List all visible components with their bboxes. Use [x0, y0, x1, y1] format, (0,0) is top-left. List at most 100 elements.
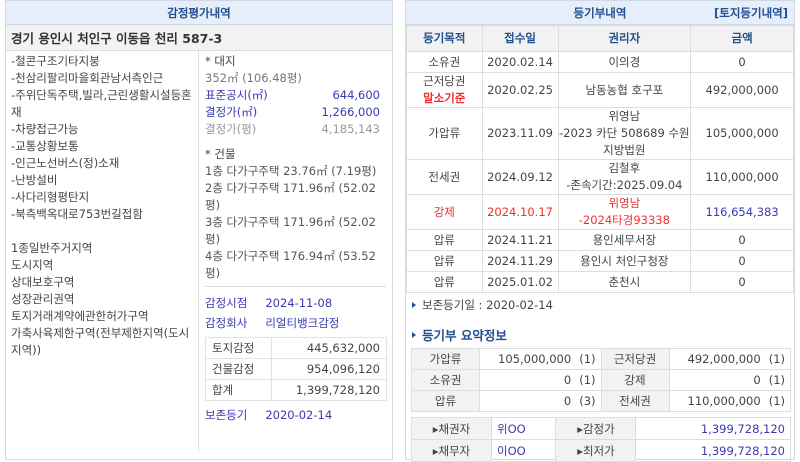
summary-amount: 0: [753, 373, 761, 387]
case-info-table: ▸채권자 위OO ▸감정가 1,399,728,120 ▸채무자 이OO ▸최저가 1,399…: [411, 417, 791, 462]
registry-amount: 116,654,383: [690, 194, 794, 230]
std-price-label: 표준공시(㎡): [205, 88, 268, 102]
summary-label: 전세권: [600, 390, 670, 412]
registry-row: 소유권 2020.02.14 이의경 0: [406, 51, 794, 73]
summary-value-cell: 0 (3): [479, 390, 602, 412]
appraisal-company: 리얼티뱅크감정: [265, 316, 340, 330]
zone-item: 성장관리권역: [11, 292, 75, 306]
registry-holder: 남동농협 호구포: [557, 72, 692, 108]
registry-holder: 김철후 -존속기간:2025.09.04: [557, 159, 692, 195]
registry-date: 2024.11.21: [481, 229, 559, 251]
preservation-note: 보존등기일 : 2020-02-14: [422, 298, 553, 312]
registry-amount: 0: [690, 229, 794, 251]
summary-label: 압류: [411, 390, 480, 412]
summary-value-cell: 0 (1): [479, 369, 602, 391]
decided-price-label: 결정가(㎡): [205, 105, 258, 119]
summary-label: 가압류: [411, 348, 480, 370]
summary-row: 소유권 0 (1) 강제 0 (1): [411, 369, 791, 391]
registry-type-label: 소유권: [428, 54, 461, 69]
registry-panel-title: 등기부내역: [573, 5, 627, 20]
registry-amount: 105,000,000: [690, 107, 794, 160]
registry-date: 2020.02.14: [481, 51, 559, 73]
summary-value-cell: 105,000,000 (1): [479, 348, 602, 370]
zone-item: 상대보호구역: [11, 275, 75, 289]
column-header: 금액: [690, 25, 794, 52]
registry-row: 압류 2024.11.29 용인시 처인구청장 0: [406, 250, 794, 272]
registry-holder: 이의경: [557, 51, 692, 73]
preservation-reg-label[interactable]: 보존등기: [205, 408, 248, 422]
registry-type-label: 강제: [433, 204, 455, 219]
case-info-row: ▸채권자 위OO ▸감정가 1,399,728,120: [411, 417, 791, 440]
decided-pyeong-label: 결정가(평): [205, 122, 257, 136]
registry-table: 등기목적 접수일 권리자 금액 소유권 2020.02.14 이의경 0 근저당권 말소기준 20…: [406, 25, 794, 293]
registry-holder: 용인시 처인구청장: [557, 250, 692, 272]
floor-item: 2층 다가구주택 171.96㎡ (52.02평): [205, 181, 376, 212]
feature-item: -차량접근가능: [11, 122, 79, 136]
building-header: * 건물: [205, 147, 236, 161]
registry-amount: 0: [690, 250, 794, 272]
registry-type-label: 가압류: [428, 126, 461, 140]
feature-item: -난방설비: [11, 173, 58, 187]
column-header: 접수일: [481, 25, 559, 52]
land-header: * 대지: [205, 54, 236, 68]
registry-holder: 용인세무서장: [557, 229, 692, 251]
appraisal-value-row: 건물감정 954,096,120: [205, 358, 388, 380]
registry-row: 근저당권 말소기준 2020.02.25 남동농협 호구포 492,000,000: [406, 72, 794, 108]
value-amount: 445,632,000: [270, 337, 388, 359]
case-info-value: 1,399,728,120: [635, 417, 791, 440]
case-info-value: 위OO: [490, 417, 557, 440]
land-registry-link[interactable]: [토지등기내역]: [714, 5, 788, 20]
decided-pyeong-value: 4,185,143: [321, 122, 380, 136]
registry-holder: 춘천시: [557, 271, 692, 293]
registry-row: 압류 2025.01.02 춘천시 0: [406, 271, 794, 293]
appraisal-date-label: 감정시점: [205, 296, 248, 310]
registry-holder: 위영남 -2024타경93338: [557, 194, 692, 230]
registry-row: 압류 2024.11.21 용인세무서장 0: [406, 229, 794, 251]
floor-item: 4층 다가구주택 176.94㎡ (53.52평): [205, 249, 376, 280]
registry-amount: 0: [690, 271, 794, 293]
registry-amount: 492,000,000: [690, 72, 794, 108]
feature-item: -북측백옥대로753번길접함: [11, 207, 143, 221]
feature-item: -인근노선버스(정)소재: [11, 156, 120, 170]
registry-type-label: 압류: [433, 232, 455, 247]
summary-value-cell: 0 (1): [668, 369, 791, 391]
decided-price-value: 1,266,000: [321, 105, 380, 119]
floor-item: 1층 다가구주택 23.76㎡ (7.19평): [205, 164, 377, 178]
registry-amount: 110,000,000: [690, 159, 794, 195]
registry-date: 2024.09.12: [481, 159, 559, 195]
case-info-label: ▸감정가: [555, 417, 637, 440]
value-label: 토지감정: [205, 337, 272, 359]
registry-type: 전세권: [406, 159, 483, 195]
summary-count: (3): [579, 394, 596, 408]
preservation-reg-date: 2020-02-14: [265, 408, 333, 422]
feature-item: -주위단독주택,빌라,근린생활시설등혼재: [11, 88, 192, 119]
bullet-icon: [412, 331, 416, 338]
case-info-label: ▸채권자: [411, 417, 492, 440]
registry-type: 압류: [406, 229, 483, 251]
value-label: 건물감정: [205, 358, 272, 380]
land-area: 352㎡ (106.48평): [205, 71, 302, 85]
feature-item: -천삼리팔리마을회관남서측인근: [11, 71, 164, 85]
registry-type-label: 전세권: [428, 169, 461, 184]
feature-item: -교통상황보통: [11, 139, 79, 153]
registry-type: 근저당권 말소기준: [406, 72, 483, 108]
registry-amount: 0: [690, 51, 794, 73]
registry-row: 강제 2024.10.17 위영남 -2024타경93338 116,654,383: [406, 194, 794, 230]
summary-value-cell: 110,000,000 (1): [668, 390, 791, 412]
value-amount: 1,399,728,120: [270, 379, 388, 401]
appraisal-panel: 감정평가내역 경기 용인시 처인구 이동읍 천리 587-3 -철콘구조기타지붕…: [5, 0, 393, 460]
value-label: 합계: [205, 379, 272, 401]
cancellation-basis-tag: 말소기준: [423, 91, 466, 105]
registry-type: 가압류: [406, 107, 483, 160]
summary-amount: 110,000,000: [687, 394, 761, 408]
registry-type: 압류: [406, 271, 483, 293]
summary-label: 소유권: [411, 369, 480, 391]
registry-date: 2024.10.17: [481, 194, 559, 230]
summary-count: (1): [768, 352, 785, 366]
appraisal-date: 2024-11-08: [265, 296, 333, 310]
summary-row: 압류 0 (3) 전세권 110,000,000 (1): [411, 390, 791, 412]
registry-holder: 위영남 -2023 카단 508689 수원지방법원: [557, 107, 692, 160]
summary-label: 근저당권: [600, 348, 670, 370]
summary-count: (1): [579, 352, 596, 366]
appraisal-details: * 대지 352㎡ (106.48평) 표준공시(㎡) 644,600 결정가(㎡…: [199, 51, 392, 451]
